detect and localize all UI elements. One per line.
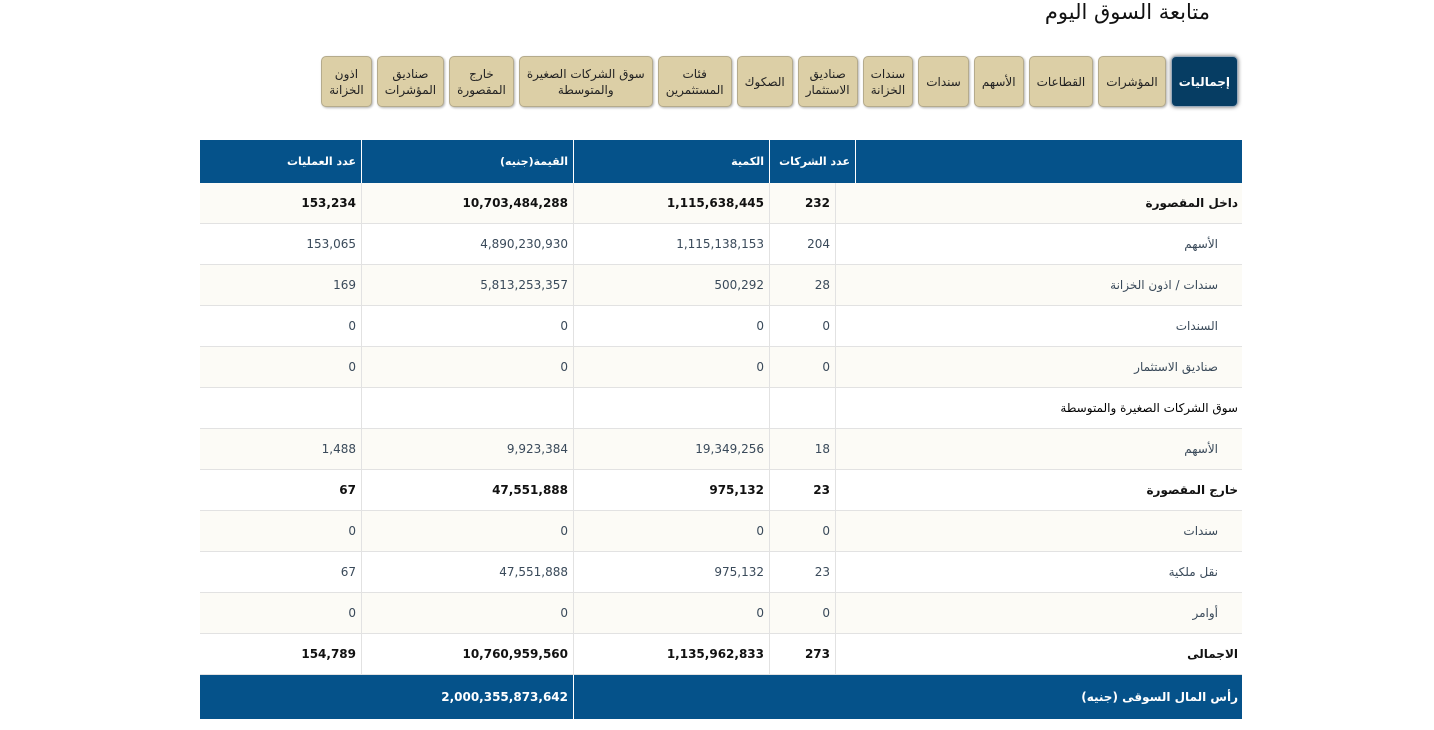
tab-11[interactable]: صناديق المؤشرات xyxy=(376,56,445,107)
trades-count: 153,065 xyxy=(306,237,356,251)
tab-5[interactable]: سندات الخزانة xyxy=(862,56,914,107)
companies-count xyxy=(769,388,835,428)
companies-count: 28 xyxy=(769,265,835,305)
quantity: 0 xyxy=(573,347,769,387)
value: 0 xyxy=(361,593,573,633)
quantity: 0 xyxy=(573,511,769,551)
tab-7[interactable]: الصكوك xyxy=(736,56,793,107)
table-row: داخل المقصورة 232 1,115,638,445 10,703,484,… xyxy=(200,183,1242,224)
trades-count: 0 xyxy=(348,319,356,333)
row-label: أوامر xyxy=(835,593,1242,633)
row-label: السندات xyxy=(835,306,1242,346)
header-value: القيمة(جنيه) xyxy=(361,140,573,183)
companies-count: 204 xyxy=(769,224,835,264)
quantity: 0 xyxy=(573,306,769,346)
trades-count: 67 xyxy=(340,565,356,579)
trades-count: 67 xyxy=(339,483,356,497)
value: 0 xyxy=(361,306,573,346)
row-label: صناديق الاستثمار xyxy=(835,347,1242,387)
table-header: عدد الشركات الكمية القيمة(جنيه) عدد العم… xyxy=(200,140,1242,183)
companies-count: 0 xyxy=(769,347,835,387)
tab-1[interactable]: المؤشرات xyxy=(1098,56,1166,107)
trades-count: 0 xyxy=(348,606,356,620)
quantity: 1,135,962,833 xyxy=(573,634,769,674)
value: 47,551,888 xyxy=(361,552,573,592)
table-row: سوق الشركات الصغيرة والمتوسطة xyxy=(200,388,1242,429)
table-row: سندات / اذون الخزانة 28 500,292 5,813,253,3… xyxy=(200,265,1242,306)
value: 0 xyxy=(361,347,573,387)
value: 10,760,959,560 xyxy=(361,634,573,674)
table-row: خارج المقصورة 23 975,132 47,551,888 67 xyxy=(200,470,1242,511)
value: 47,551,888 xyxy=(361,470,573,510)
row-label: الاجمالى xyxy=(835,634,1242,674)
market-cap-value: 2,000,355,873,642 xyxy=(441,690,568,704)
value: 5,813,253,357 xyxy=(361,265,573,305)
tab-10[interactable]: خارج المقصورة xyxy=(449,56,514,107)
quantity: 975,132 xyxy=(573,552,769,592)
row-label: الأسهم xyxy=(835,429,1242,469)
table-row: سندات 0 0 0 0 xyxy=(200,511,1242,552)
tab-bar: إجماليات المؤشرات القطاعات الأسهم سندات سندات… xyxy=(321,56,1238,107)
trades-count: 153,234 xyxy=(301,196,356,210)
companies-count: 273 xyxy=(769,634,835,674)
row-label: سندات / اذون الخزانة xyxy=(835,265,1242,305)
row-label: سوق الشركات الصغيرة والمتوسطة xyxy=(835,388,1242,428)
tab-6[interactable]: صناديق الاستثمار xyxy=(797,56,858,107)
value: 9,923,384 xyxy=(361,429,573,469)
row-label: سندات xyxy=(835,511,1242,551)
trades-count: 1,488 xyxy=(321,442,356,456)
tab-2[interactable]: القطاعات xyxy=(1028,56,1094,107)
quantity: 19,349,256 xyxy=(573,429,769,469)
quantity: 500,292 xyxy=(573,265,769,305)
row-label: نقل ملكية xyxy=(835,552,1242,592)
value xyxy=(361,388,573,428)
tab-4[interactable]: سندات xyxy=(918,56,969,107)
tab-9[interactable]: سوق الشركات الصغيرة والمتوسطة xyxy=(518,56,653,107)
table-row: الاجمالى 273 1,135,962,833 10,760,959,560 15… xyxy=(200,634,1242,675)
table-row: أوامر 0 0 0 0 xyxy=(200,593,1242,634)
quantity: 1,115,138,153 xyxy=(573,224,769,264)
value: 4,890,230,930 xyxy=(361,224,573,264)
tab-12[interactable]: اذون الخزانة xyxy=(321,56,372,107)
trades-count xyxy=(200,388,361,428)
page-title: متابعة السوق اليوم xyxy=(1044,0,1210,24)
companies-count: 232 xyxy=(769,183,835,223)
table-footer: رأس المال السوقى (جنيه) 2,000,355,873,64… xyxy=(200,675,1242,719)
header-quantity: الكمية xyxy=(573,140,769,183)
companies-count: 0 xyxy=(769,511,835,551)
tab-8[interactable]: فئات المستثمرين xyxy=(657,56,732,107)
quantity: 975,132 xyxy=(573,470,769,510)
companies-count: 23 xyxy=(769,470,835,510)
header-companies: عدد الشركات xyxy=(769,140,855,183)
trades-count: 0 xyxy=(348,360,356,374)
table-row: السندات 0 0 0 0 xyxy=(200,306,1242,347)
row-label: داخل المقصورة xyxy=(835,183,1242,223)
quantity: 1,115,638,445 xyxy=(573,183,769,223)
tab-0[interactable]: إجماليات xyxy=(1170,56,1238,107)
value: 0 xyxy=(361,511,573,551)
value: 10,703,484,288 xyxy=(361,183,573,223)
quantity: 0 xyxy=(573,593,769,633)
table-row: نقل ملكية 23 975,132 47,551,888 67 xyxy=(200,552,1242,593)
companies-count: 0 xyxy=(769,593,835,633)
quantity xyxy=(573,388,769,428)
companies-count: 0 xyxy=(769,306,835,346)
trades-count: 169 xyxy=(333,278,356,292)
row-label: الأسهم xyxy=(835,224,1242,264)
market-summary-table: عدد الشركات الكمية القيمة(جنيه) عدد العم… xyxy=(200,140,1242,719)
header-trades: عدد العمليات xyxy=(287,155,356,168)
trades-count: 0 xyxy=(348,524,356,538)
companies-count: 18 xyxy=(769,429,835,469)
tab-3[interactable]: الأسهم xyxy=(973,56,1024,107)
row-label: خارج المقصورة xyxy=(835,470,1242,510)
header-label xyxy=(855,140,1242,183)
trades-count: 154,789 xyxy=(301,647,356,661)
table-row: صناديق الاستثمار 0 0 0 0 xyxy=(200,347,1242,388)
table-row: الأسهم 18 19,349,256 9,923,384 1,488 xyxy=(200,429,1242,470)
companies-count: 23 xyxy=(769,552,835,592)
table-row: الأسهم 204 1,115,138,153 4,890,230,930 153,0… xyxy=(200,224,1242,265)
market-cap-label: رأس المال السوقى (جنيه) xyxy=(573,675,1242,719)
